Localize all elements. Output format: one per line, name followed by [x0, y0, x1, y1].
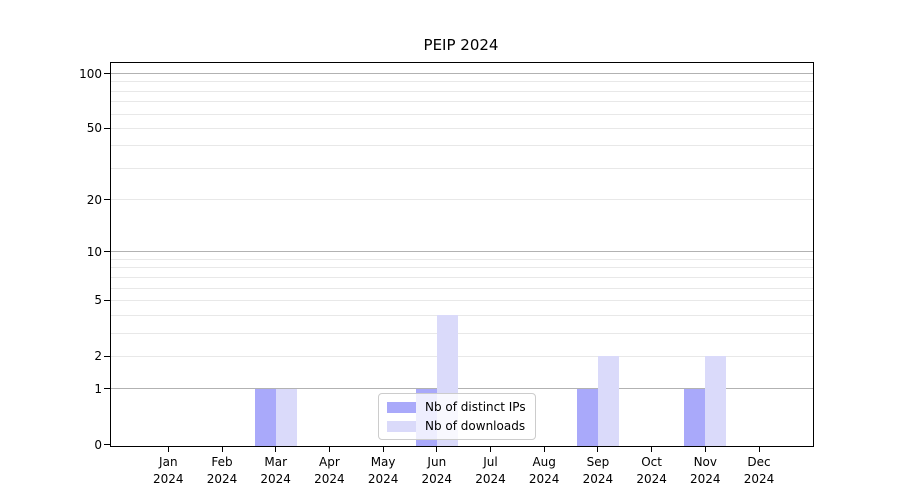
- x-tick-mark: [651, 447, 653, 452]
- x-tick-label: Jun 2024: [421, 455, 453, 486]
- x-tick-mark: [167, 447, 169, 452]
- y-tick-mark: [104, 251, 110, 253]
- chart-title: PEIP 2024: [423, 36, 499, 54]
- bar-nb-of-distinct-ips-sep: [576, 388, 598, 446]
- y-tick-label: 5: [94, 293, 102, 308]
- bar-nb-of-downloads-mar: [275, 388, 297, 446]
- x-tick-mark: [328, 447, 330, 452]
- y-tick-mark: [104, 199, 110, 201]
- x-tick-mark: [758, 447, 760, 452]
- y-tick-mark: [104, 127, 110, 129]
- y-tick-label: 0: [94, 437, 102, 452]
- y-tick-mark: [104, 299, 110, 301]
- x-tick-label: Oct 2024: [636, 455, 667, 486]
- gridline-minor: [111, 167, 813, 169]
- y-tick-mark: [104, 73, 110, 74]
- gridline-minor: [111, 199, 813, 201]
- x-tick-label: Jan 2024: [153, 455, 184, 486]
- gridline-minor: [111, 355, 813, 357]
- legend-item-distinct-ips: Nb of distinct IPs: [387, 399, 526, 415]
- x-tick-label: Apr 2024: [314, 455, 345, 486]
- x-tick-label: Mar 2024: [260, 455, 291, 486]
- gridline-minor: [111, 90, 813, 92]
- x-tick-mark: [221, 447, 223, 452]
- legend-label-downloads: Nb of downloads: [425, 419, 526, 433]
- bar-nb-of-downloads-sep: [597, 356, 619, 446]
- y-tick-mark: [104, 388, 110, 390]
- y-tick-label: 50: [86, 121, 102, 136]
- x-tick-mark: [543, 447, 545, 452]
- y-tick-label: 1: [94, 381, 102, 396]
- x-tick-label: May 2024: [367, 455, 399, 486]
- legend-swatch-distinct-ips: [387, 401, 416, 413]
- gridline-minor: [111, 267, 813, 269]
- gridline-minor: [111, 127, 813, 129]
- x-tick-mark: [490, 447, 491, 452]
- gridline-minor: [111, 299, 813, 301]
- legend-item-downloads: Nb of downloads: [387, 418, 526, 434]
- gridline-minor: [111, 81, 813, 83]
- gridline-minor: [111, 101, 813, 103]
- gridline-major: [111, 251, 813, 253]
- y-tick-label: 20: [86, 192, 102, 207]
- gridline-minor: [111, 314, 813, 316]
- bar-nb-of-distinct-ips-nov: [684, 388, 706, 446]
- x-tick-mark: [704, 447, 706, 452]
- x-tick-label: Sep 2024: [582, 455, 614, 486]
- gridline-minor: [111, 287, 813, 289]
- x-tick-label: Aug 2024: [528, 455, 560, 486]
- gridline-minor: [111, 332, 813, 334]
- y-tick-mark: [104, 355, 110, 357]
- x-tick-mark: [275, 447, 277, 452]
- x-tick-label: Dec 2024: [743, 455, 775, 486]
- gridline-minor: [111, 113, 813, 115]
- gridline-major: [111, 388, 813, 390]
- gridline-major: [111, 73, 813, 74]
- x-tick-mark: [597, 447, 599, 452]
- plot-area: 0 1 2 5 10 20 50 100 Jan 2024 Feb 2024 Mar 2024 Apr…: [79, 62, 814, 486]
- x-tick-mark: [436, 447, 438, 452]
- gridline-minor: [111, 276, 813, 278]
- gridline-minor: [111, 145, 813, 147]
- x-tick-mark: [382, 447, 384, 452]
- y-tick-mark: [104, 444, 110, 445]
- y-tick-label: 10: [86, 244, 102, 259]
- x-tick-label: Feb 2024: [206, 455, 238, 486]
- legend: Nb of distinct IPs Nb of downloads: [378, 393, 536, 440]
- bar-nb-of-downloads-nov: [705, 356, 727, 446]
- x-tick-label: Jul 2024: [475, 455, 506, 486]
- legend-label-distinct-ips: Nb of distinct IPs: [425, 400, 526, 414]
- gridline-minor: [111, 258, 813, 260]
- bar-nb-of-distinct-ips-mar: [254, 388, 276, 446]
- legend-swatch-downloads: [387, 420, 416, 432]
- y-tick-label: 2: [94, 349, 102, 364]
- x-tick-label: Nov 2024: [690, 455, 721, 486]
- y-tick-label: 100: [79, 66, 102, 81]
